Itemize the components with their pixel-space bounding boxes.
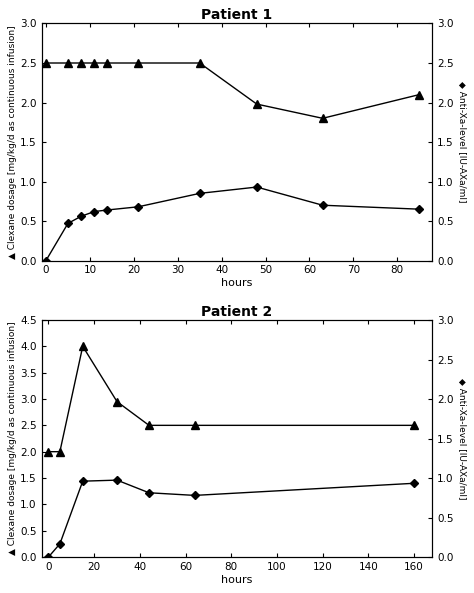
Y-axis label: ▲ Clexane dosage [mg/kg/d as continuous infusion]: ▲ Clexane dosage [mg/kg/d as continuous … xyxy=(9,321,18,555)
X-axis label: hours: hours xyxy=(221,575,253,585)
Title: Patient 1: Patient 1 xyxy=(201,8,273,23)
Y-axis label: ◆ Anti-Xa-level [IU-AXa/ml]: ◆ Anti-Xa-level [IU-AXa/ml] xyxy=(456,378,465,499)
Y-axis label: ▲ Clexane dosage [mg/kg/d as continuous infusion]: ▲ Clexane dosage [mg/kg/d as continuous … xyxy=(9,25,18,259)
X-axis label: hours: hours xyxy=(221,278,253,288)
Title: Patient 2: Patient 2 xyxy=(201,305,273,319)
Y-axis label: ◆ Anti-Xa-level [IU-AXa/ml]: ◆ Anti-Xa-level [IU-AXa/ml] xyxy=(456,81,465,203)
